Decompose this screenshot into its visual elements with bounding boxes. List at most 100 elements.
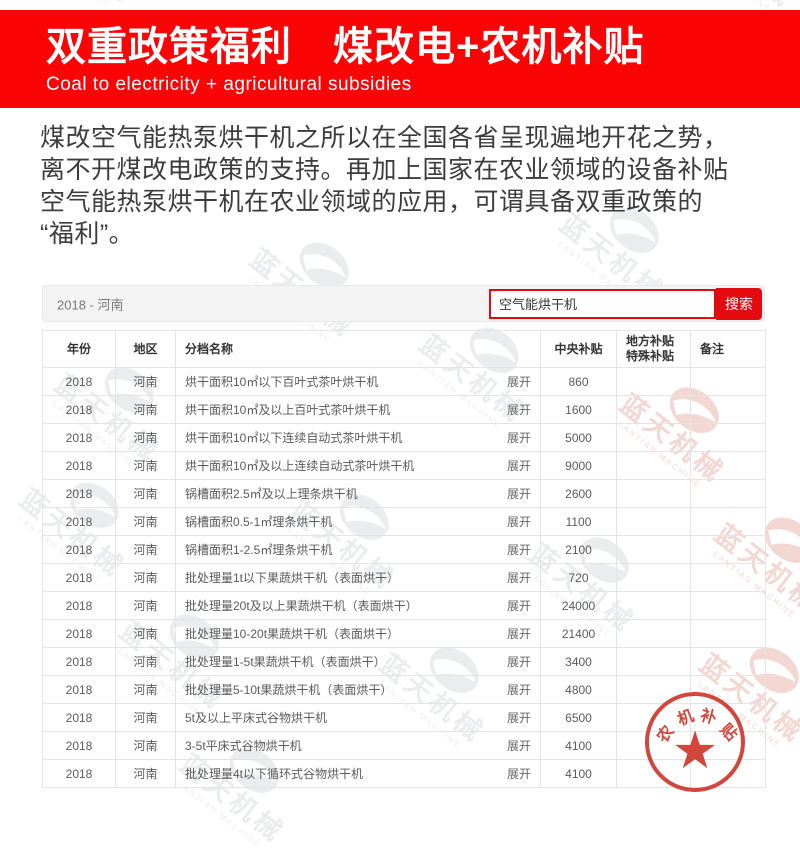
cell-category-name: 批处理量10-20t果蔬烘干机（表面烘干） xyxy=(185,627,400,641)
expand-link[interactable]: 展开 xyxy=(506,403,531,417)
cell-region: 河南 xyxy=(115,423,176,452)
table-row: 2018 河南 锅槽面积2.5㎡及以上理条烘干机 展开 2600 xyxy=(42,479,766,508)
cell-year: 2018 xyxy=(42,647,116,676)
watermark-subtext: LANTIAN MACHINE xyxy=(26,0,113,10)
cell-year: 2018 xyxy=(42,479,116,508)
cell-central-subsidy: 1100 xyxy=(540,507,617,536)
expand-link[interactable]: 展开 xyxy=(506,571,531,585)
cell-year: 2018 xyxy=(42,563,116,592)
cell-region: 河南 xyxy=(115,759,176,788)
cell-central-subsidy: 4100 xyxy=(540,731,617,760)
table-row: 2018 河南 烘干面积10㎡以下连续自动式茶叶烘干机 展开 5000 xyxy=(42,423,766,452)
watermark-text: 蓝天机械 xyxy=(24,0,140,9)
cell-year: 2018 xyxy=(42,423,116,452)
expand-link[interactable]: 展开 xyxy=(506,599,531,613)
cell-central-subsidy: 720 xyxy=(540,563,617,592)
cell-local-subsidy xyxy=(616,563,691,592)
cell-region: 河南 xyxy=(115,591,176,620)
page-subtitle: Coal to electricity + agricultural subsi… xyxy=(46,74,412,95)
cell-category-name: 批处理量20t及以上果蔬烘干机（表面烘干） xyxy=(185,599,418,613)
cell-region: 河南 xyxy=(115,703,176,732)
header-banner: 双重政策福利 煤改电+农机补贴 Coal to electricity + ag… xyxy=(0,10,800,108)
cell-remark xyxy=(690,619,766,648)
stamp-char: 贴 xyxy=(716,721,740,745)
cell-remark xyxy=(690,423,766,452)
cell-local-subsidy xyxy=(616,395,691,424)
expand-link[interactable]: 展开 xyxy=(506,711,531,725)
cell-region: 河南 xyxy=(115,619,176,648)
cell-year: 2018 xyxy=(42,675,116,704)
table-header-row: 年份 地区 分档名称 中央补贴 地方补贴 特殊补贴 备注 xyxy=(42,330,766,368)
cell-central-subsidy: 4800 xyxy=(540,675,617,704)
search-button[interactable]: 搜索 xyxy=(716,287,762,320)
cell-category-name: 烘干面积10㎡以下百叶式茶叶烘干机 xyxy=(185,375,379,389)
cell-year: 2018 xyxy=(42,703,116,732)
cell-category-name: 批处理量5-10t果蔬烘干机（表面烘干） xyxy=(185,683,393,697)
expand-link[interactable]: 展开 xyxy=(506,459,531,473)
cell-local-subsidy xyxy=(616,507,691,536)
cell-category-name: 3-5t平床式谷物烘干机 xyxy=(185,739,302,753)
search-input[interactable] xyxy=(489,288,716,319)
intro-line: 空气能热泵烘干机在农业领域的应用，可谓具备双重政策的 xyxy=(40,188,704,216)
table-row: 2018 河南 批处理量10-20t果蔬烘干机（表面烘干） 展开 21400 xyxy=(42,619,766,648)
table-row: 2018 河南 批处理量5-10t果蔬烘干机（表面烘干） 展开 4800 xyxy=(42,675,766,704)
cell-local-subsidy xyxy=(616,535,691,564)
table-row: 2018 河南 烘干面积10㎡及以上连续自动式茶叶烘干机 展开 9000 xyxy=(42,451,766,480)
cell-year: 2018 xyxy=(42,451,116,480)
cell-region: 河南 xyxy=(115,647,176,676)
cell-local-subsidy xyxy=(616,451,691,480)
cell-remark xyxy=(690,367,766,396)
cell-category-name: 批处理量4t以下循环式谷物烘干机 xyxy=(185,767,364,781)
cell-year: 2018 xyxy=(42,535,116,564)
cell-year: 2018 xyxy=(42,395,116,424)
cell-central-subsidy: 5000 xyxy=(540,423,617,452)
cell-category-name: 批处理量1t以下果蔬烘干机（表面烘干） xyxy=(185,571,400,585)
expand-link[interactable]: 展开 xyxy=(506,683,531,697)
cell-region: 河南 xyxy=(115,395,176,424)
cell-central-subsidy: 4100 xyxy=(540,759,617,788)
cell-region: 河南 xyxy=(115,535,176,564)
expand-link[interactable]: 展开 xyxy=(506,375,531,389)
cell-region: 河南 xyxy=(115,563,176,592)
cell-central-subsidy: 9000 xyxy=(540,451,617,480)
cell-region: 河南 xyxy=(115,731,176,760)
agri-subsidy-stamp: 农 机 补 贴 ★ xyxy=(645,692,745,792)
header-local-subsidy: 地方补贴 特殊补贴 xyxy=(616,330,691,368)
cell-year: 2018 xyxy=(42,619,116,648)
header-region: 地区 xyxy=(115,330,176,368)
cell-local-subsidy xyxy=(616,647,691,676)
cell-category-name: 锅槽面积2.5㎡及以上理条烘干机 xyxy=(185,487,358,501)
subsidy-table: 年份 地区 分档名称 中央补贴 地方补贴 特殊补贴 备注 2018 河南 烘干面… xyxy=(42,330,766,788)
cell-category-name: 5t及以上平床式谷物烘干机 xyxy=(185,711,328,725)
expand-link[interactable]: 展开 xyxy=(506,767,531,781)
intro-line: 离不开煤改电政策的支持。再加上国家在农业领域的设备补贴 xyxy=(40,156,729,184)
cell-central-subsidy: 1600 xyxy=(540,395,617,424)
expand-link[interactable]: 展开 xyxy=(506,543,531,557)
cell-remark xyxy=(690,451,766,480)
expand-link[interactable]: 展开 xyxy=(506,515,531,529)
cell-region: 河南 xyxy=(115,367,176,396)
expand-link[interactable]: 展开 xyxy=(506,655,531,669)
filter-selection-label: 2018 - 河南 xyxy=(57,297,124,312)
cell-category-name: 批处理量1-5t果蔬烘干机（表面烘干） xyxy=(185,655,386,669)
cell-category-name: 烘干面积10㎡以下连续自动式茶叶烘干机 xyxy=(185,431,403,445)
cell-remark xyxy=(690,591,766,620)
cell-region: 河南 xyxy=(115,479,176,508)
expand-link[interactable]: 展开 xyxy=(506,487,531,501)
header-remark: 备注 xyxy=(690,330,766,368)
intro-line: 煤改空气能热泵烘干机之所以在全国各省呈现遍地开花之势， xyxy=(40,124,729,152)
cell-local-subsidy xyxy=(616,423,691,452)
cell-local-subsidy xyxy=(616,591,691,620)
expand-link[interactable]: 展开 xyxy=(506,431,531,445)
cell-local-subsidy xyxy=(616,479,691,508)
expand-link[interactable]: 展开 xyxy=(506,627,531,641)
cell-remark xyxy=(690,563,766,592)
cell-year: 2018 xyxy=(42,759,116,788)
cell-region: 河南 xyxy=(115,451,176,480)
cell-central-subsidy: 2100 xyxy=(540,535,617,564)
cell-year: 2018 xyxy=(42,507,116,536)
cell-region: 河南 xyxy=(115,507,176,536)
cell-central-subsidy: 2600 xyxy=(540,479,617,508)
cell-category-name: 锅槽面积1-2.5㎡理条烘干机 xyxy=(185,543,333,557)
expand-link[interactable]: 展开 xyxy=(506,739,531,753)
